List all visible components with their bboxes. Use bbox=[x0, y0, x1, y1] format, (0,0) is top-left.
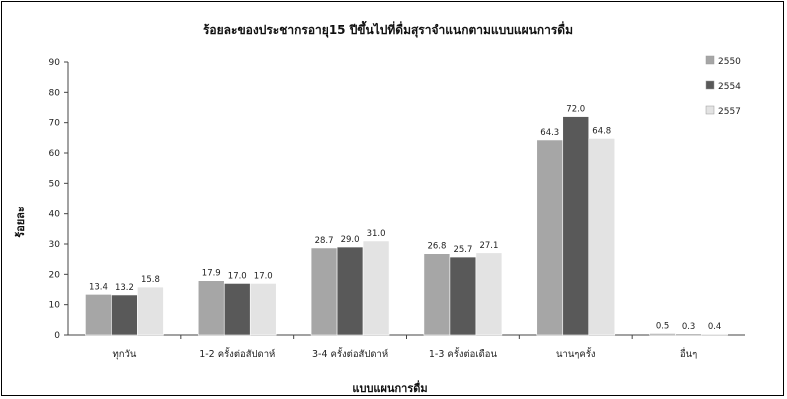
data-label: 27.1 bbox=[479, 241, 498, 251]
bar bbox=[249, 283, 277, 336]
bar bbox=[111, 294, 138, 336]
legend-label: 2557 bbox=[718, 107, 741, 117]
y-tick-label: 10 bbox=[49, 301, 61, 311]
data-label: 17.0 bbox=[254, 271, 273, 281]
legend-swatch bbox=[705, 80, 715, 90]
y-tick-label: 90 bbox=[49, 58, 61, 68]
y-tick-label: 70 bbox=[49, 119, 61, 129]
bar bbox=[223, 283, 251, 336]
x-category-label: นานๆครั้ง bbox=[556, 347, 596, 360]
data-label: 64.3 bbox=[540, 128, 559, 138]
y-tick-label: 50 bbox=[49, 179, 61, 189]
legend-label: 2554 bbox=[718, 82, 741, 92]
data-label: 31.0 bbox=[367, 229, 386, 239]
data-label: 17.9 bbox=[202, 269, 221, 279]
data-label: 28.7 bbox=[315, 236, 334, 246]
y-tick-label: 80 bbox=[49, 88, 61, 98]
x-category-label: 3-4 ครั้งต่อสัปดาห์ bbox=[312, 347, 388, 360]
data-labels-group: 13.4 13.2 15.8 17.9 17.0 17.0 28.7 29.0 31.0 26.8… bbox=[89, 105, 721, 332]
bar bbox=[562, 116, 590, 336]
data-label: 25.7 bbox=[453, 245, 472, 255]
bar bbox=[649, 333, 676, 336]
data-label: 0.5 bbox=[656, 321, 670, 331]
bar bbox=[137, 286, 164, 336]
y-tick-label: 40 bbox=[49, 210, 61, 220]
data-label: 17.0 bbox=[228, 271, 247, 281]
bar bbox=[588, 138, 616, 336]
x-category-label: ทุกวัน bbox=[112, 349, 136, 360]
bar bbox=[85, 294, 112, 336]
bars-group bbox=[85, 116, 728, 336]
legend-swatch bbox=[705, 105, 715, 115]
x-category-label: อื่นๆ bbox=[680, 347, 698, 360]
axes: 0 10 20 30 40 50 60 70 80 90 ทุกวัน 1-2 ครั้งต่อสัป… bbox=[49, 58, 745, 360]
data-label: 13.4 bbox=[89, 282, 108, 292]
bar bbox=[197, 280, 225, 336]
legend: 2550 2554 2557 bbox=[705, 55, 741, 117]
bar bbox=[536, 139, 564, 336]
data-label: 0.4 bbox=[708, 322, 722, 332]
x-category-label: 1-2 ครั้งต่อสัปดาห์ bbox=[199, 347, 275, 360]
data-label: 26.8 bbox=[427, 242, 446, 252]
bar bbox=[423, 253, 451, 336]
bar bbox=[336, 246, 364, 336]
bar bbox=[675, 333, 702, 336]
y-tick-label: 0 bbox=[54, 331, 60, 341]
y-tick-label: 60 bbox=[49, 149, 61, 159]
bar bbox=[362, 240, 390, 336]
y-tick-label: 30 bbox=[49, 240, 61, 250]
data-label: 29.0 bbox=[341, 235, 360, 245]
data-label: 72.0 bbox=[566, 105, 585, 115]
data-label: 64.8 bbox=[592, 126, 611, 136]
data-label: 13.2 bbox=[115, 283, 134, 293]
y-tick-label: 20 bbox=[49, 270, 61, 280]
chart-title: ร้อยละของประชากรอายุ15 ปีขึ้นไปที่ดื่มสุ… bbox=[203, 20, 573, 38]
data-label: 15.8 bbox=[141, 275, 160, 285]
legend-swatch bbox=[705, 55, 715, 65]
x-axis-title: แบบแผนการดื่ม bbox=[352, 380, 427, 395]
bar bbox=[701, 333, 728, 336]
legend-label: 2550 bbox=[718, 57, 741, 67]
data-label: 0.3 bbox=[682, 322, 696, 332]
bar bbox=[310, 247, 338, 336]
bar bbox=[449, 256, 477, 336]
x-category-label: 1-3 ครั้งต่อเดือน bbox=[429, 347, 498, 360]
bar bbox=[475, 252, 503, 336]
y-axis-title: ร้อยละ bbox=[14, 206, 27, 238]
